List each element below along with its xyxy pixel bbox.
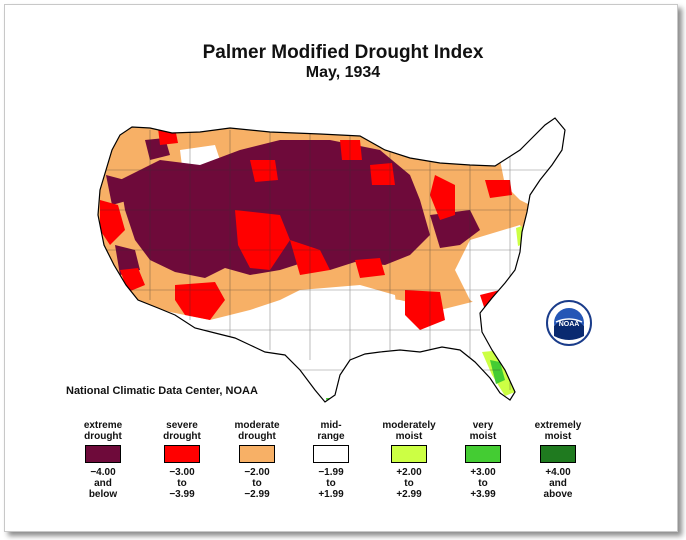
severe-drought-michigan xyxy=(430,175,455,220)
legend-range-1: −3.00 to −3.99 xyxy=(169,467,195,500)
severe-drought-montana xyxy=(250,160,278,182)
legend-label-3: mid- range xyxy=(317,420,345,442)
legend-label-0: extreme drought xyxy=(83,420,123,442)
us-outline xyxy=(97,117,566,403)
legend-range-5: +3.00 to +3.99 xyxy=(470,467,496,500)
severe-drought-newyork xyxy=(485,180,512,198)
legend-label-6: extremely moist xyxy=(534,420,582,442)
legend-range-2: −2.00 to −2.99 xyxy=(244,467,270,500)
severe-drought-north-dakota xyxy=(340,140,362,160)
map-subtitle: May, 1934 xyxy=(305,64,381,81)
severe-drought-minnesota xyxy=(370,163,395,185)
legend-range-6: +4.00 and above xyxy=(543,467,573,500)
very-moist-florida xyxy=(490,360,505,384)
legend-label-4: moderately moist xyxy=(382,420,436,442)
extreme-drought-ohio xyxy=(430,210,480,248)
legend-swatch-2 xyxy=(239,445,275,463)
legend-swatch-1 xyxy=(164,445,200,463)
extreme-drought-plains xyxy=(120,140,430,278)
severe-drought-alabama xyxy=(405,290,445,330)
noaa-logo-text: NOAA xyxy=(559,321,580,328)
legend-swatch-4 xyxy=(391,445,427,463)
legend-label-1: severe drought xyxy=(163,420,201,442)
legend-swatch-0 xyxy=(85,445,121,463)
legend-range-4: +2.00 to +2.99 xyxy=(396,467,422,500)
legend-label-2: moderate drought xyxy=(234,420,280,442)
extreme-drought-california xyxy=(115,245,140,275)
noaa-logo: NOAA xyxy=(546,300,592,346)
legend-swatch-3 xyxy=(313,445,349,463)
drought-regions xyxy=(98,118,565,402)
severe-drought-arizona xyxy=(175,282,225,320)
severe-drought-colorado xyxy=(235,210,290,270)
legend-range-3: −1.99 to +1.99 xyxy=(318,467,344,500)
legend-swatch-5 xyxy=(465,445,501,463)
severe-drought-arkansas xyxy=(355,258,385,278)
severe-drought-norcal xyxy=(100,200,125,245)
map-title: Palmer Modified Drought Index xyxy=(202,42,484,63)
extreme-drought-oregon xyxy=(106,175,130,205)
legend-range-0: −4.00 and below xyxy=(88,467,118,500)
legend-swatch-6 xyxy=(540,445,576,463)
mid-range-south xyxy=(285,285,400,370)
legend-label-5: very moist xyxy=(469,420,497,442)
data-credit: National Climatic Data Center, NOAA xyxy=(66,385,258,397)
